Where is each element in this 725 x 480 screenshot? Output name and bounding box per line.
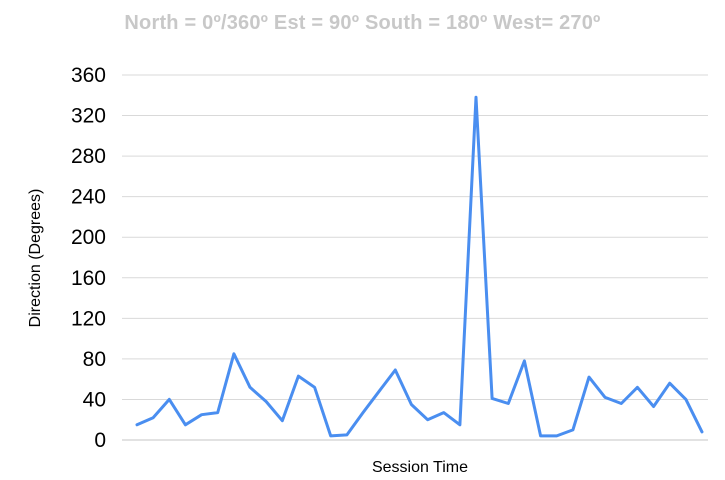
series-layer — [135, 95, 704, 438]
y-tick-label: 0 — [94, 429, 106, 452]
x-axis-label: Session Time — [372, 459, 468, 476]
y-tick-label: 160 — [71, 267, 106, 290]
y-tick-label: 360 — [71, 64, 106, 87]
y-tick-label: 40 — [83, 388, 106, 411]
gridlines — [122, 74, 708, 441]
y-tick-label: 80 — [83, 348, 106, 371]
y-axis-label: Direction (Degrees) — [27, 189, 44, 328]
y-tick-label: 200 — [71, 226, 106, 249]
y-tick-label: 320 — [71, 105, 106, 128]
y-tick-label: 280 — [71, 145, 106, 168]
y-tick-label: 120 — [71, 307, 106, 330]
chart-title: North = 0º/360º Est = 90º South = 180º W… — [124, 12, 601, 34]
y-tick-label: 240 — [71, 186, 106, 209]
y-axis-ticks: 0 40 80 120 160 200 240 280 320 360 — [71, 64, 106, 452]
series-line — [135, 95, 704, 438]
